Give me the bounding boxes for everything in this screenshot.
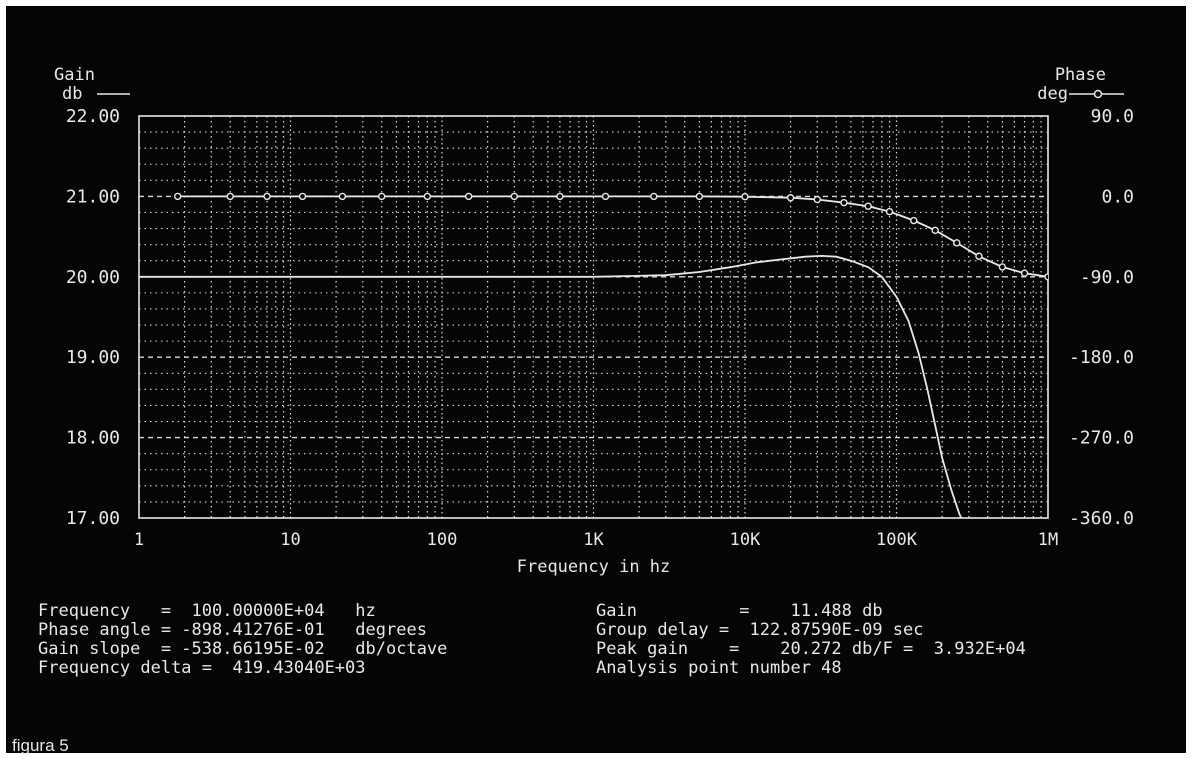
phase-data-point: [998, 263, 1007, 271]
x-axis-label: Frequency in hz: [517, 557, 671, 577]
phase-legend-marker: [1093, 89, 1103, 99]
gain-series-line: [139, 254, 963, 518]
phase-data-point: [953, 239, 961, 247]
phase-data-point: [556, 192, 564, 201]
plot-border: [138, 115, 1049, 519]
phase-data-point: [338, 192, 347, 201]
phase-data-point: [510, 192, 518, 201]
readout-gain-slope: Gain slope = -538.66195E-02 db/octave: [38, 639, 448, 659]
phase-data-point: [464, 192, 473, 201]
phase-data-point: [885, 207, 894, 216]
phase-data-point: [601, 192, 610, 201]
phase-series-line: [177, 195, 1048, 278]
chart-frame: Gain db Phase deg 22.00 21.00 20.00 19.00 18.00 1…: [6, 6, 1186, 755]
left-tick-label: 20.00: [66, 267, 120, 288]
right-tick-label: 0.0: [1101, 186, 1134, 207]
right-axis-title: Phase: [1055, 65, 1106, 85]
right-tick-label: -180.0: [1069, 347, 1134, 368]
x-tick-label: 1K: [583, 530, 604, 550]
left-tick-label: 19.00: [66, 347, 120, 368]
phase-data-point: [695, 192, 704, 201]
phase-data-point: [741, 192, 749, 201]
phase-data-point: [931, 226, 939, 235]
phase-data-point: [173, 192, 182, 201]
phase-data-point: [378, 192, 386, 201]
x-tick-label: 100: [427, 530, 458, 550]
grid-lines: [139, 116, 1048, 518]
phase-data-point: [975, 252, 983, 260]
readout-frequency: Frequency = 100.00000E+04 hz: [38, 601, 376, 621]
x-tick-label: 1M: [1038, 530, 1058, 550]
left-axis-title: Gain: [54, 65, 95, 85]
readout-group-delay: Group delay = 122.87590E-09 sec: [596, 620, 924, 640]
right-tick-label: -360.0: [1069, 508, 1134, 529]
left-tick-label: 21.00: [66, 186, 120, 207]
x-tick-label: 1: [134, 530, 144, 550]
phase-data-point: [864, 202, 872, 210]
readout-phase-angle: Phase angle = -898.41276E-01 degrees: [38, 620, 427, 640]
phase-data-point: [910, 216, 918, 225]
readout-peak-gain: Peak gain = 20.272 db/F = 3.932E+04: [596, 639, 1026, 659]
phase-data-point: [813, 195, 821, 204]
phase-data-point: [1020, 269, 1029, 277]
left-tick-label: 22.00: [66, 106, 120, 127]
phase-data-point: [786, 194, 795, 202]
right-tick-label: 90.0: [1091, 106, 1134, 127]
x-tick-label: 10: [280, 530, 300, 550]
phase-data-point: [263, 192, 271, 201]
right-tick-label: -90.0: [1080, 267, 1134, 288]
left-axis-unit: db: [62, 84, 82, 104]
phase-data-point: [226, 192, 234, 201]
phase-data-point: [650, 192, 658, 201]
gain-series: [139, 254, 963, 518]
left-tick-label: 18.00: [66, 428, 120, 449]
readout-gain: Gain = 11.488 db: [596, 601, 883, 621]
x-tick-label: 10K: [730, 530, 761, 550]
left-tick-label: 17.00: [66, 508, 120, 529]
phase-series: [173, 192, 1048, 281]
phase-data-point: [840, 198, 848, 207]
phase-data-point: [423, 192, 432, 201]
readout-frequency-delta: Frequency delta = 419.43040E+03: [38, 658, 366, 678]
x-tick-label: 100K: [876, 530, 918, 550]
figure-caption: figura 5: [12, 736, 69, 755]
right-axis-unit: deg: [1037, 84, 1068, 104]
phase-data-point: [1044, 273, 1048, 281]
right-tick-label: -270.0: [1069, 428, 1134, 449]
readout-analysis-point: Analysis point number 48: [596, 658, 842, 678]
phase-data-point: [298, 192, 307, 201]
